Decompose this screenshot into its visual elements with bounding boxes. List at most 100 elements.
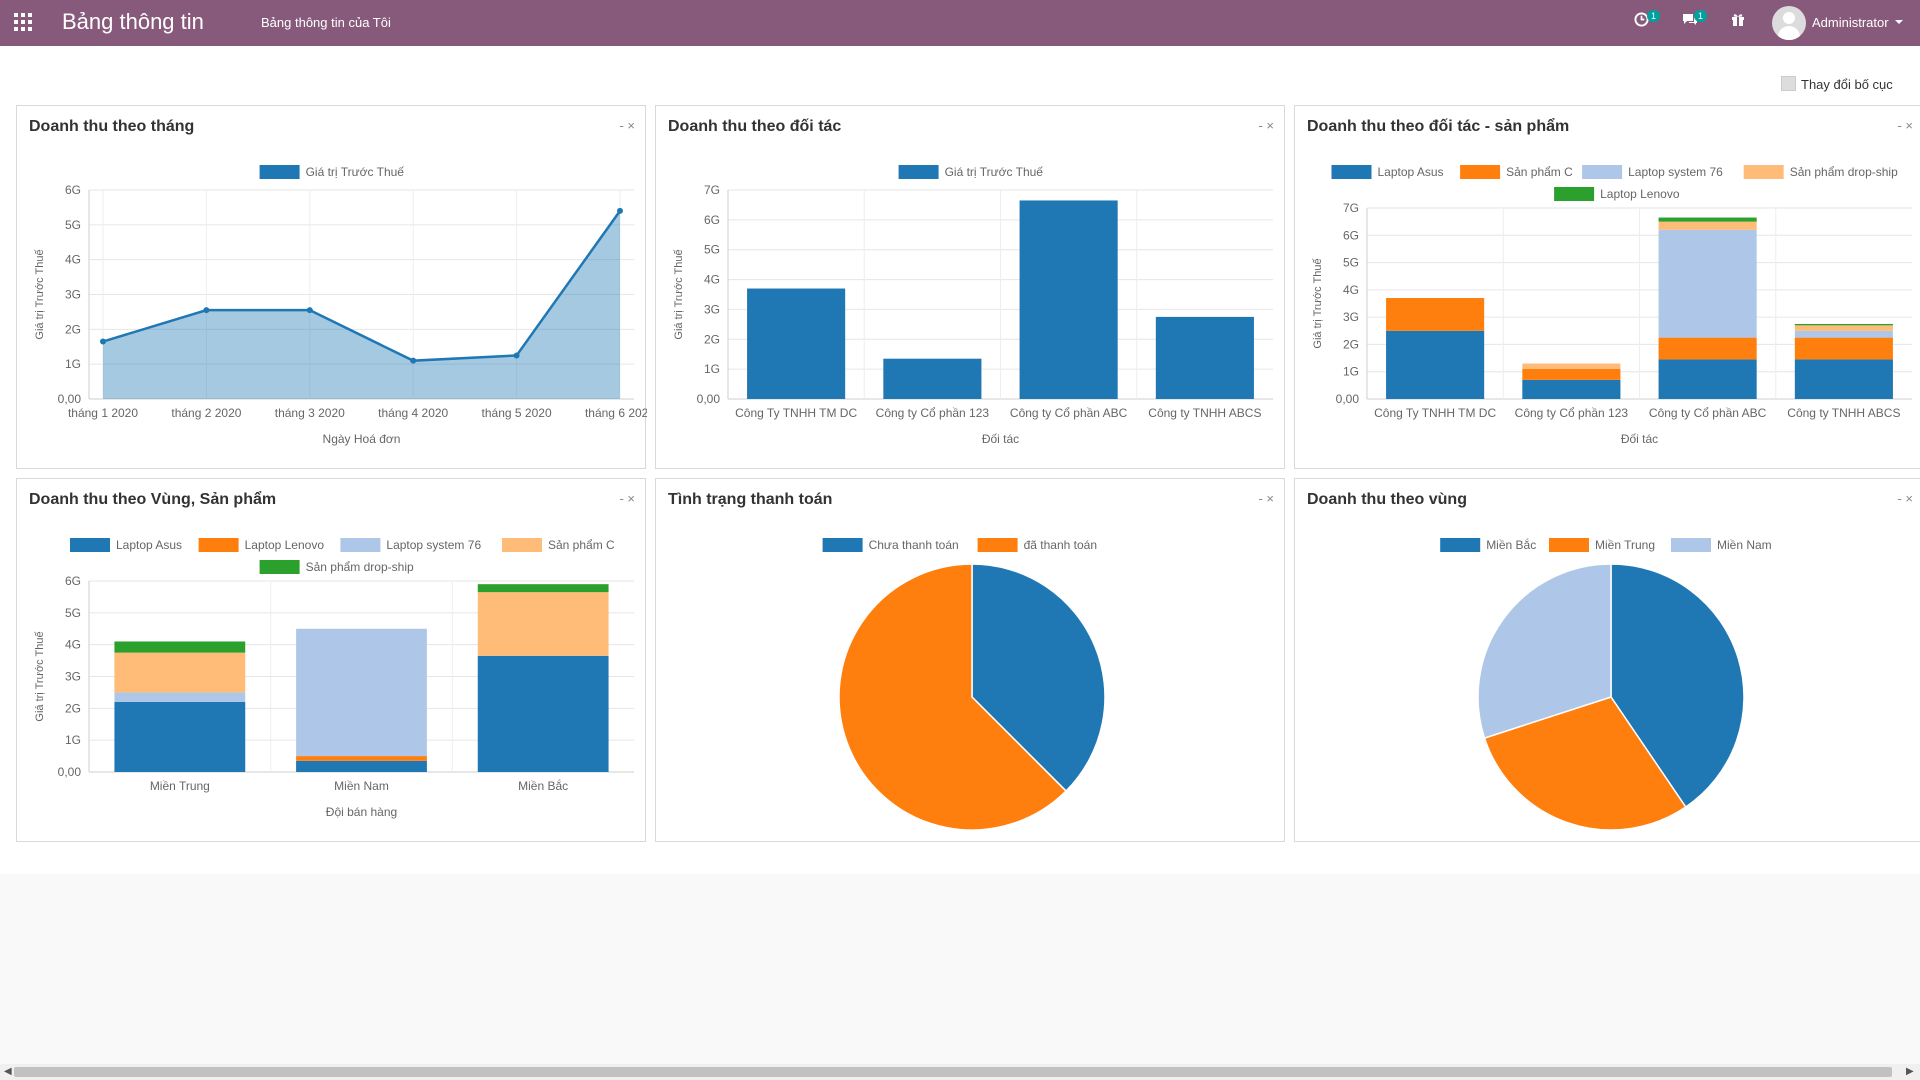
horizontal-scrollbar[interactable]: ◀ ▶ — [0, 1064, 1920, 1080]
legend-swatch — [1582, 165, 1623, 179]
panel-title: Doanh thu theo tháng — [29, 118, 195, 135]
chart-revenue-by-partner-product: Laptop Asus Sản phẩm C Laptop system 76 Sản… — [1312, 165, 1912, 446]
panel-payment-status: Tình trạng thanh toán - × Chưa thanh toá… — [655, 478, 1285, 842]
bar-segment — [296, 760, 427, 772]
gift-icon[interactable] — [1731, 12, 1745, 30]
bar-segment — [1794, 330, 1893, 338]
y-tick-label: 5G — [65, 606, 81, 620]
legend-swatch — [1331, 165, 1372, 179]
panel-controls[interactable]: - × — [1897, 491, 1913, 506]
x-tick-label: tháng 4 2020 — [378, 406, 448, 420]
chart-payment-status: Chưa thanh toán đã thanh toán — [822, 538, 1106, 831]
chart-revenue-by-region-product: Laptop Asus Laptop Lenovo Laptop system 76… — [34, 538, 634, 819]
bar-segment — [1794, 325, 1893, 331]
change-layout-label: Thay đổi bố cục — [1801, 77, 1893, 92]
y-tick-label: 3G — [65, 670, 81, 684]
legend-label: Laptop Lenovo — [1600, 187, 1680, 201]
user-avatar[interactable] — [1772, 6, 1806, 40]
bar-segment — [477, 655, 609, 772]
bar-segment — [477, 584, 609, 593]
bar-segment — [1386, 298, 1485, 331]
y-tick-label: 4G — [65, 638, 81, 652]
data-point — [203, 307, 210, 314]
y-tick-label: 5G — [65, 218, 81, 232]
bar-segment — [1522, 368, 1621, 380]
x-tick-label: Công ty TNHH ABCS — [1787, 406, 1900, 420]
y-tick-label: 5G — [704, 243, 720, 257]
x-tick-label: Công Ty TNHH TM DC — [735, 406, 857, 420]
y-tick-label: 1G — [1343, 365, 1359, 379]
y-tick-label: 7G — [1343, 201, 1359, 215]
legend-swatch — [822, 538, 863, 552]
chevron-down-icon[interactable] — [1895, 20, 1903, 24]
x-axis-title: Đội bán hàng — [326, 805, 397, 819]
legend-swatch — [898, 165, 939, 179]
x-tick-label: tháng 6 2020 — [585, 406, 647, 420]
user-menu[interactable]: Administrator — [1812, 15, 1889, 30]
x-axis-title: Đối tác — [982, 432, 1019, 446]
panel-title: Tình trạng thanh toán — [668, 491, 833, 508]
pie-slice — [1477, 563, 1612, 740]
legend-swatch — [70, 538, 110, 552]
chart-revenue-by-region: Miền Bắc Miền Trung Miền Nam — [1440, 537, 1772, 831]
y-tick-label: 1G — [65, 733, 81, 747]
panel-controls[interactable]: - × — [619, 491, 635, 506]
bar-segment — [114, 652, 246, 693]
bar-segment — [477, 592, 609, 656]
y-tick-label: 6G — [65, 183, 81, 197]
panel-title: Doanh thu theo vùng — [1307, 491, 1467, 508]
y-tick-label: 0,00 — [1336, 392, 1360, 406]
legend-label: Giá trị Trước Thuế — [306, 165, 405, 179]
bar-segment — [1794, 323, 1893, 326]
y-tick-label: 1G — [704, 362, 720, 376]
data-point — [306, 307, 313, 314]
scroll-right-icon[interactable]: ▶ — [1906, 1066, 1914, 1077]
panel-controls[interactable]: - × — [619, 118, 635, 133]
legend-swatch — [1671, 538, 1711, 552]
data-point — [100, 338, 106, 345]
top-navbar: Bảng thông tin Bảng thông tin của Tôi 1 … — [0, 0, 1920, 46]
y-tick-label: 0,00 — [58, 392, 82, 406]
legend-label: Laptop Asus — [1378, 165, 1444, 179]
panel-controls[interactable]: - × — [1258, 491, 1274, 506]
scrollbar-thumb[interactable] — [14, 1067, 1892, 1077]
bar-segment — [114, 701, 246, 772]
chart-revenue-by-month: Giá trị Trước Thuế 0,00 1G 2G 3G 4G 5G 6G Giá tr… — [34, 165, 647, 446]
legend-swatch — [1460, 165, 1501, 179]
bar-segment — [1522, 363, 1621, 369]
panel-controls[interactable]: - × — [1258, 118, 1274, 133]
legend-label: Sản phẩm C — [548, 538, 615, 552]
app-title[interactable]: Bảng thông tin — [62, 9, 204, 34]
chart-revenue-by-partner: Giá trị Trước Thuế 0,00 1G 2G 3G 4G 5G 6G 7G Giá … — [673, 165, 1273, 446]
y-axis-title: Giá trị Trước Thuế — [34, 249, 46, 339]
bar-segment — [1658, 229, 1757, 338]
scroll-left-icon[interactable]: ◀ — [4, 1066, 12, 1077]
x-tick-label: Công ty Cổ phần ABC — [1649, 406, 1767, 420]
message-count-badge: 1 — [1694, 10, 1707, 22]
x-tick-label: Miền Bắc — [518, 778, 568, 793]
menu-item-my-dashboard[interactable]: Bảng thông tin của Tôi — [261, 15, 391, 30]
panel-revenue-by-month: Doanh thu theo tháng - × Giá trị Trước T… — [16, 105, 647, 469]
bar-segment — [1658, 359, 1757, 399]
y-tick-label: 3G — [704, 302, 720, 316]
pie-slice — [1483, 696, 1687, 831]
bar-segment — [1522, 379, 1621, 399]
change-layout-button[interactable]: Thay đổi bố cục — [1781, 76, 1893, 92]
y-tick-label: 0,00 — [697, 392, 721, 406]
legend-label: Chưa thanh toán — [869, 538, 959, 552]
data-point — [513, 352, 520, 359]
apps-grid-icon[interactable] — [14, 13, 32, 31]
x-tick-label: Miền Trung — [150, 779, 210, 793]
panel-controls[interactable]: - × — [1897, 118, 1913, 133]
y-tick-label: 2G — [65, 322, 81, 336]
legend-label: Miền Nam — [1717, 538, 1772, 552]
legend-swatch — [259, 560, 300, 574]
legend-label: Miền Bắc — [1486, 537, 1536, 552]
y-tick-label: 4G — [1343, 283, 1359, 297]
y-axis-title: Giá trị Trước Thuế — [673, 249, 685, 339]
panel-revenue-by-partner-product: Doanh thu theo đối tác - sản phẩm - × La… — [1294, 105, 1920, 469]
x-axis-title: Đối tác — [1621, 432, 1658, 446]
legend-swatch — [1549, 538, 1589, 552]
y-tick-label: 3G — [1343, 310, 1359, 324]
legend-label: Sản phẩm C — [1506, 165, 1573, 179]
